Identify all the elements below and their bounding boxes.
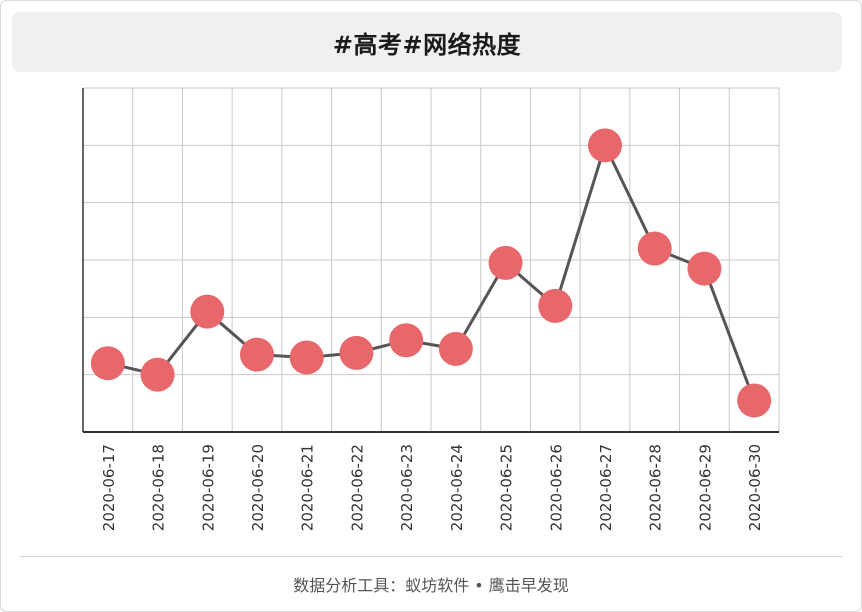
data-point	[90, 346, 125, 381]
chart-title: #高考#网络热度	[332, 30, 522, 59]
data-point	[588, 128, 622, 163]
data-point	[289, 340, 324, 375]
x-tick-label: 2020-06-24	[448, 444, 466, 531]
x-tick-label: 2020-06-25	[498, 444, 516, 531]
data-point	[637, 231, 672, 266]
x-tick-label: 2020-06-19	[199, 444, 217, 531]
data-point	[140, 357, 175, 392]
x-tick-label: 2020-06-22	[348, 444, 366, 531]
data-point	[538, 288, 573, 323]
x-tick-label: 2020-06-26	[547, 444, 565, 531]
data-point	[339, 335, 374, 370]
title-bar: #高考#网络热度	[12, 12, 842, 72]
x-tick-label: 2020-06-28	[647, 444, 665, 531]
data-point	[240, 337, 274, 372]
x-tick-label: 2020-06-27	[597, 444, 615, 531]
x-tick-label: 2020-06-20	[249, 444, 267, 531]
x-tick-label: 2020-06-17	[100, 444, 118, 531]
data-point	[737, 383, 772, 418]
data-point	[488, 245, 523, 280]
data-point	[687, 251, 722, 286]
footer-divider	[20, 556, 842, 557]
data-point	[190, 294, 225, 329]
x-tick-label: 2020-06-29	[696, 444, 714, 531]
data-point	[438, 331, 473, 366]
footer-credit: 数据分析工具：蚁坊软件 • 鹰击早发现	[293, 576, 569, 595]
x-tick-label: 2020-06-23	[398, 444, 416, 531]
x-tick-label: 2020-06-21	[299, 444, 317, 531]
data-point	[389, 323, 424, 358]
x-tick-label: 2020-06-18	[150, 444, 168, 531]
x-tick-label: 2020-06-30	[746, 444, 764, 531]
